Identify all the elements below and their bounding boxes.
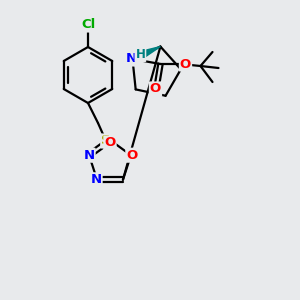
Text: N: N (83, 149, 94, 162)
Text: N: N (126, 52, 137, 65)
Polygon shape (141, 46, 161, 58)
Text: O: O (180, 58, 191, 70)
Text: H: H (136, 48, 145, 61)
Text: N: N (91, 173, 102, 186)
Text: O: O (150, 82, 161, 95)
Text: S: S (101, 134, 111, 148)
Text: O: O (126, 149, 137, 162)
Text: O: O (104, 136, 116, 149)
Text: Cl: Cl (81, 19, 95, 32)
